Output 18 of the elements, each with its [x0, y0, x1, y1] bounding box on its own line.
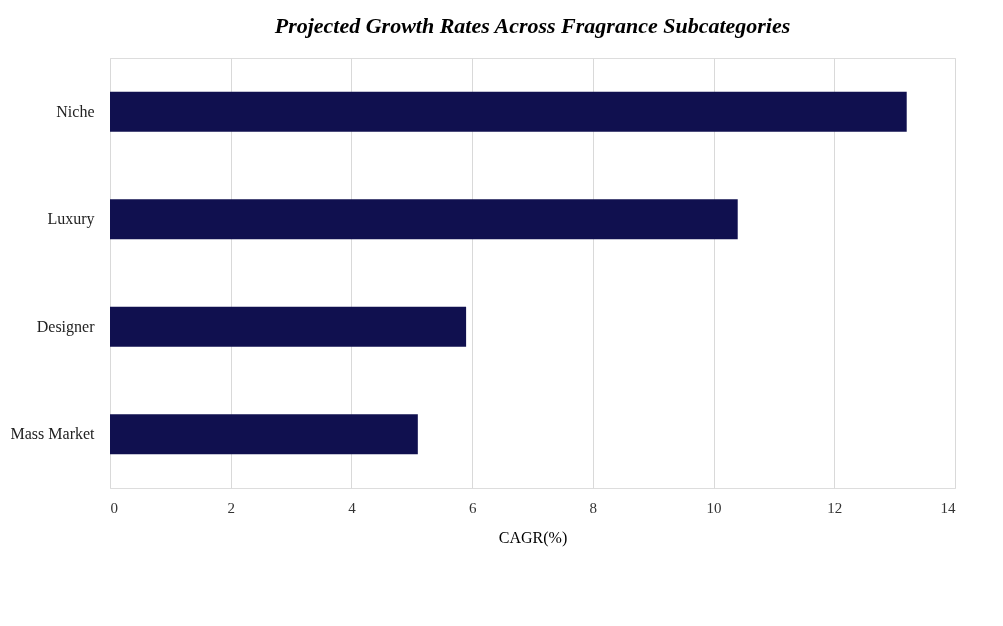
- y-tick-label: Niche: [56, 102, 95, 120]
- x-tick-label: 12: [827, 499, 843, 516]
- y-tick-label: Designer: [36, 317, 96, 336]
- bar: [110, 91, 907, 132]
- x-tick-label: 0: [110, 499, 118, 516]
- y-tick-label: Mass Market: [10, 425, 96, 443]
- x-tick-label: 2: [227, 499, 235, 516]
- x-tick-label: 4: [348, 499, 357, 516]
- bar: [110, 199, 738, 240]
- bar: [110, 306, 467, 347]
- x-axis-title: CAGR(%): [498, 528, 568, 547]
- chart-title: Projected Growth Rates Across Fragrance Subcategories: [273, 13, 791, 38]
- x-tick-label: 8: [589, 499, 598, 516]
- x-tick-label: 10: [706, 499, 722, 516]
- x-tick-label: 6: [468, 499, 477, 516]
- x-tick-label: 14: [940, 499, 956, 516]
- bar: [110, 414, 418, 455]
- y-tick-label: Luxury: [47, 210, 95, 229]
